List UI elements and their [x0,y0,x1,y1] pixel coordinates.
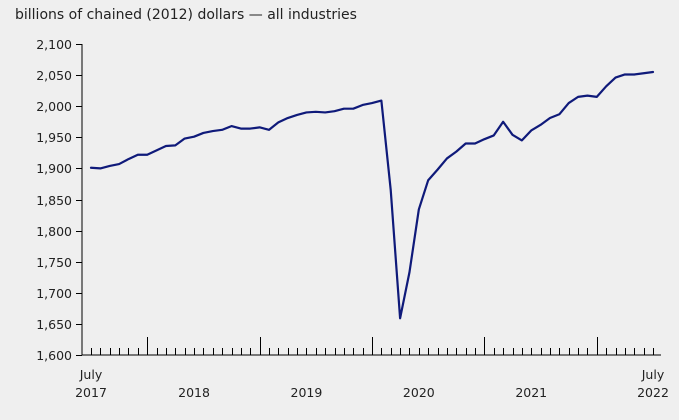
y-tick-label: 1,700 [36,286,72,301]
x-tick-label-year: 2020 [403,385,435,400]
y-tick-label: 1,750 [36,255,72,270]
y-tick-label: 2,000 [36,99,72,114]
x-tick-label-year: 2022 [637,385,669,400]
x-axis-labels: July 2017 2018 2019 2020 2021 July 2022 [75,367,669,400]
y-tick-label: 1,800 [36,224,72,239]
x-tick-label-year: 2017 [75,385,107,400]
y-tick-label: 1,850 [36,193,72,208]
y-axis: 1,600 1,650 1,700 1,750 1,800 1,850 1,900 1,950… [36,37,82,363]
x-tick-label-month: July [79,367,103,382]
y-tick-label: 1,650 [36,317,72,332]
y-tick-label: 1,900 [36,161,72,176]
x-tick-label-year: 2018 [178,385,210,400]
y-axis-title: billions of chained (2012) dollars — all… [15,7,357,23]
x-tick-label-month: July [641,367,665,382]
plot-area [81,44,661,356]
x-tick-label-year: 2021 [515,385,547,400]
y-tick-label: 1,950 [36,130,72,145]
series-line [89,70,655,320]
y-tick-label: 1,600 [36,348,72,363]
y-tick-label: 2,100 [36,37,72,52]
x-axis [91,337,654,355]
y-tick-label: 2,050 [36,68,72,83]
x-tick-label-year: 2019 [291,385,323,400]
